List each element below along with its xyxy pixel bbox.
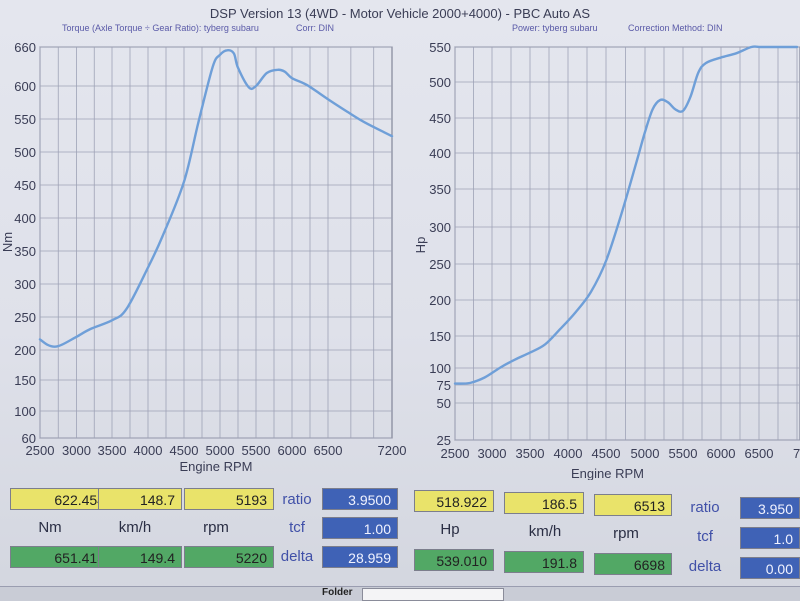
torque-y-tick-label: 660 <box>14 40 36 55</box>
power-speed-unit-label: km/h <box>528 523 562 540</box>
torque-y-tick-label: 100 <box>14 404 36 419</box>
power-peak-box: 539.010 <box>414 549 494 571</box>
delta-label: delta <box>280 548 314 565</box>
power-y-tick-label: 550 <box>429 40 451 55</box>
power-delta-field[interactable]: 0.00 <box>740 557 800 579</box>
left-chart-subtitle: Torque (Axle Torque ÷ Gear Ratio): tyber… <box>62 23 259 33</box>
speed-unit-label: km/h <box>118 519 152 536</box>
power-tcf-label: tcf <box>697 528 713 545</box>
speed-value-box: 148.7 <box>98 488 182 510</box>
torque-value-box: 622.454 <box>10 488 112 510</box>
torque-x-tick-label: 6000 <box>278 443 307 458</box>
power-y-tick-label: 450 <box>429 111 451 126</box>
power-delta-label: delta <box>688 558 722 575</box>
power-y-tick-label: 350 <box>429 182 451 197</box>
power-plot-frame <box>454 46 800 441</box>
power-rpm-value-box: 6513 <box>594 494 672 516</box>
rpm-value-box: 5193 <box>184 488 274 510</box>
power-x-tick-label: 4000 <box>554 446 583 461</box>
torque-x-tick-label: 3500 <box>98 443 127 458</box>
torque-y-tick-label: 400 <box>14 211 36 226</box>
ratio-label: ratio <box>282 491 312 508</box>
power-x-tick-label: 6500 <box>745 446 774 461</box>
torque-x-tick-label: 5500 <box>242 443 271 458</box>
tcf-label: tcf <box>289 519 305 536</box>
power-rpm-peak-box: 6698 <box>594 553 672 575</box>
power-x-tick-label: 3500 <box>516 446 545 461</box>
power-y-tick-label: 50 <box>437 396 451 411</box>
torque-y-tick-label: 300 <box>14 277 36 292</box>
power-y-tick-label: 300 <box>429 220 451 235</box>
torque-y-tick-label: 250 <box>14 310 36 325</box>
delta-field[interactable]: 28.959 <box>322 546 398 568</box>
ratio-field[interactable]: 3.9500 <box>322 488 398 510</box>
power-x-tick-label: 7 <box>793 446 800 461</box>
power-y-tick-label: 150 <box>429 329 451 344</box>
power-x-tick-label: 6000 <box>707 446 736 461</box>
folder-label: Folder <box>322 587 353 598</box>
power-speed-peak-box: 191.8 <box>504 551 584 573</box>
power-y-axis-title: Hp <box>413 237 428 254</box>
torque-x-tick-label: 5000 <box>206 443 235 458</box>
torque-x-tick-label: 4000 <box>134 443 163 458</box>
speed-peak-box: 149.4 <box>98 546 182 568</box>
power-y-tick-label: 75 <box>437 378 451 393</box>
power-x-tick-label: 2500 <box>441 446 470 461</box>
rpm-peak-box: 5220 <box>184 546 274 568</box>
power-y-tick-label: 400 <box>429 146 451 161</box>
power-tcf-field[interactable]: 1.0 <box>740 527 800 549</box>
power-rpm-unit-label: rpm <box>613 525 639 542</box>
power-y-tick-label: 200 <box>429 293 451 308</box>
left-chart-correction: Corr: DIN <box>296 23 334 33</box>
torque-y-tick-label: 450 <box>14 178 36 193</box>
torque-y-tick-label: 200 <box>14 343 36 358</box>
power-y-tick-label: 100 <box>429 361 451 376</box>
torque-y-tick-label: 150 <box>14 373 36 388</box>
power-unit-label: Hp <box>440 521 460 538</box>
power-x-tick-label: 5000 <box>631 446 660 461</box>
power-x-tick-label: 5500 <box>669 446 698 461</box>
torque-y-tick-label: 500 <box>14 145 36 160</box>
power-value-box: 518.922 <box>414 490 494 512</box>
power-speed-value-box: 186.5 <box>504 492 584 514</box>
right-chart-subtitle: Power: tyberg subaru <box>512 23 598 33</box>
torque-x-tick-label: 7200 <box>378 443 407 458</box>
power-curve-line <box>453 45 799 385</box>
power-x-axis-title: Engine RPM <box>571 466 644 480</box>
torque-y-tick-label: 550 <box>14 112 36 127</box>
torque-unit-label: Nm <box>38 519 62 536</box>
torque-x-tick-label: 3000 <box>62 443 91 458</box>
folder-input[interactable] <box>362 588 504 601</box>
torque-x-tick-label: 4500 <box>170 443 199 458</box>
page-title: DSP Version 13 (4WD - Motor Vehicle 2000… <box>209 6 591 21</box>
torque-x-axis-title: Engine RPM <box>180 459 253 474</box>
torque-x-tick-label: 6500 <box>314 443 343 458</box>
dyno-charts: 2500 3000 3500 4000 4500 5000 5500 6000 6500 7200… <box>0 40 800 480</box>
power-y-tick-label: 250 <box>429 257 451 272</box>
power-ratio-label: ratio <box>690 499 720 516</box>
torque-peak-box: 651.413 <box>10 546 112 568</box>
power-ratio-field[interactable]: 3.950 <box>740 497 800 519</box>
torque-y-tick-label: 350 <box>14 244 36 259</box>
torque-y-tick-label: 600 <box>14 79 36 94</box>
tcf-field[interactable]: 1.00 <box>322 517 398 539</box>
rpm-unit-label: rpm <box>203 519 229 536</box>
power-y-tick-label: 500 <box>429 75 451 90</box>
power-x-tick-label: 4500 <box>592 446 621 461</box>
power-y-tick-label: 25 <box>437 433 451 448</box>
right-chart-correction: Correction Method: DIN <box>628 23 723 33</box>
torque-y-tick-label: 60 <box>22 431 36 446</box>
torque-x-tick-label: 2500 <box>26 443 55 458</box>
torque-curve-line <box>38 49 394 348</box>
power-x-tick-label: 3000 <box>478 446 507 461</box>
torque-y-axis-title: Nm <box>0 232 15 252</box>
